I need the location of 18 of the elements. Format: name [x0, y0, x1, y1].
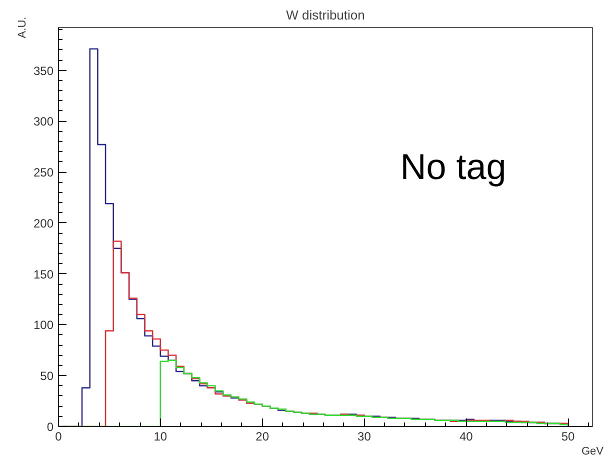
x-axis-title: GeV: [581, 446, 604, 458]
y-axis-title: A.U.: [16, 16, 28, 38]
annotation: No tag: [400, 146, 506, 188]
y-tick-label: 300: [33, 114, 54, 129]
x-tick-label: 30: [358, 430, 372, 444]
x-tick-label: 40: [459, 430, 474, 444]
y-tick-label: 50: [40, 369, 54, 384]
x-tick-label: 20: [256, 430, 270, 444]
chart-title: W distribution: [286, 8, 365, 22]
y-tick-label: 250: [33, 166, 54, 180]
x-tick-label: 50: [561, 430, 576, 444]
x-tick-label: 0: [55, 430, 62, 444]
y-tick-label: 0: [46, 420, 54, 434]
y-tick-label: 350: [33, 64, 54, 78]
x-tick-label: 10: [154, 430, 168, 444]
y-tick-label: 150: [33, 267, 54, 282]
y-tick-label: 200: [33, 216, 54, 230]
y-tick-label: 100: [33, 318, 54, 332]
